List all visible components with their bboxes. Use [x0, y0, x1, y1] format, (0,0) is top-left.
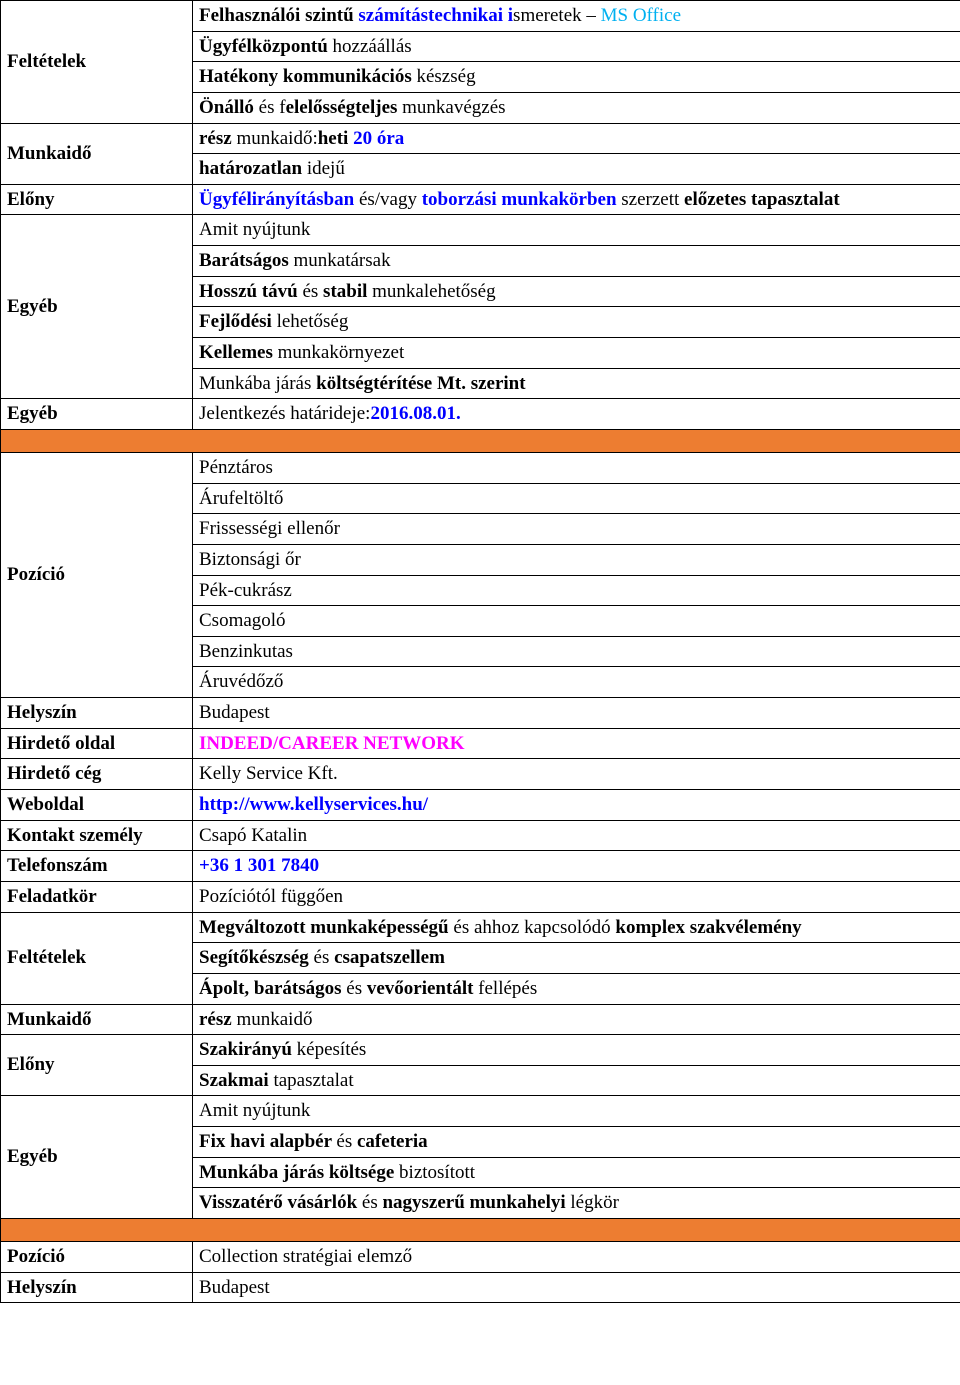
cell-feltetelek-2-r1: Megváltozott munkaképességű és ahhoz kap…	[193, 912, 960, 943]
label-egyeb-2: Egyéb	[1, 1096, 193, 1219]
label-munkaido-1: Munkaidő	[1, 123, 193, 184]
cell-egyeb-1a-r4: Fejlődési lehetőség	[193, 307, 960, 338]
label-helyszin-2: Helyszín	[1, 698, 193, 729]
separator-2	[1, 1218, 960, 1241]
cell-egyeb-1a-r3: Hosszú távú és stabil munkalehetőség	[193, 276, 960, 307]
cell-pozicio-2-4: Pék-cukrász	[193, 575, 960, 606]
cell-elony-2-r1: Szakirányú képesítés	[193, 1035, 960, 1066]
label-feltetelek-2: Feltételek	[1, 912, 193, 1004]
cell-pozicio-2-3: Biztonsági őr	[193, 544, 960, 575]
cell-elony-1-r1: Ügyfélirányításban és/vagy toborzási mun…	[193, 184, 960, 215]
label-elony-2: Előny	[1, 1035, 193, 1096]
cell-hirdeto-ceg: Kelly Service Kft.	[193, 759, 960, 790]
cell-pozicio-3: Collection stratégiai elemző	[193, 1241, 960, 1272]
cell-helyszin-2: Budapest	[193, 698, 960, 729]
label-weboldal: Weboldal	[1, 790, 193, 821]
cell-feltetelek-1-r3: Hatékony kommunikációs készség	[193, 62, 960, 93]
label-egyeb-1a: Egyéb	[1, 215, 193, 399]
cell-egyeb-2-r4: Visszatérő vásárlók és nagyszerű munkahe…	[193, 1188, 960, 1219]
job-table: Feltételek Felhasználói szintű számítást…	[0, 0, 960, 1303]
label-pozicio-3: Pozíció	[1, 1241, 193, 1272]
label-pozicio-2: Pozíció	[1, 452, 193, 697]
cell-munkaido-2: rész munkaidő	[193, 1004, 960, 1035]
cell-egyeb-2-r2: Fix havi alapbér és cafeteria	[193, 1127, 960, 1158]
cell-feltetelek-1-r4: Önálló és felelősségteljes munkavégzés	[193, 92, 960, 123]
separator-1	[1, 429, 960, 452]
label-kontakt: Kontakt személy	[1, 820, 193, 851]
cell-egyeb-2-r3: Munkába járás költsége biztosított	[193, 1157, 960, 1188]
cell-pozicio-2-7: Áruvédőző	[193, 667, 960, 698]
cell-munkaido-1-r1: rész munkaidő:heti 20 óra	[193, 123, 960, 154]
label-feladatkor: Feladatkör	[1, 881, 193, 912]
label-hirdeto-ceg: Hirdető cég	[1, 759, 193, 790]
label-telefon: Telefonszám	[1, 851, 193, 882]
cell-pozicio-2-2: Frissességi ellenőr	[193, 514, 960, 545]
label-helyszin-3: Helyszín	[1, 1272, 193, 1303]
label-elony-1: Előny	[1, 184, 193, 215]
cell-egyeb-1b: Jelentkezés határideje:2016.08.01.	[193, 399, 960, 430]
cell-pozicio-2-5: Csomagoló	[193, 606, 960, 637]
cell-telefon: +36 1 301 7840	[193, 851, 960, 882]
cell-pozicio-2-0: Pénztáros	[193, 452, 960, 483]
cell-helyszin-3: Budapest	[193, 1272, 960, 1303]
cell-hirdeto-oldal: INDEED/CAREER NETWORK	[193, 728, 960, 759]
cell-egyeb-1a-r2: Barátságos munkatársak	[193, 246, 960, 277]
cell-egyeb-1a-r1: Amit nyújtunk	[193, 215, 960, 246]
cell-pozicio-2-1: Árufeltöltő	[193, 483, 960, 514]
label-hirdeto-oldal: Hirdető oldal	[1, 728, 193, 759]
cell-elony-2-r2: Szakmai tapasztalat	[193, 1065, 960, 1096]
label-feltetelek-1: Feltételek	[1, 1, 193, 124]
cell-feladatkor: Pozíciótól függően	[193, 881, 960, 912]
label-egyeb-1b: Egyéb	[1, 399, 193, 430]
cell-pozicio-2-6: Benzinkutas	[193, 636, 960, 667]
cell-feltetelek-2-r3: Ápolt, barátságos és vevőorientált fellé…	[193, 973, 960, 1004]
cell-egyeb-2-r1: Amit nyújtunk	[193, 1096, 960, 1127]
cell-munkaido-1-r2: határozatlan idejű	[193, 154, 960, 185]
cell-egyeb-1a-r5: Kellemes munkakörnyezet	[193, 338, 960, 369]
label-munkaido-2: Munkaidő	[1, 1004, 193, 1035]
cell-feltetelek-1-r1: Felhasználói szintű számítástechnikai is…	[193, 1, 960, 32]
cell-kontakt: Csapó Katalin	[193, 820, 960, 851]
cell-weboldal[interactable]: http://www.kellyservices.hu/	[193, 790, 960, 821]
cell-egyeb-1a-r6: Munkába járás költségtérítése Mt. szerin…	[193, 368, 960, 399]
cell-feltetelek-2-r2: Segítőkészség és csapatszellem	[193, 943, 960, 974]
cell-feltetelek-1-r2: Ügyfélközpontú hozzáállás	[193, 31, 960, 62]
